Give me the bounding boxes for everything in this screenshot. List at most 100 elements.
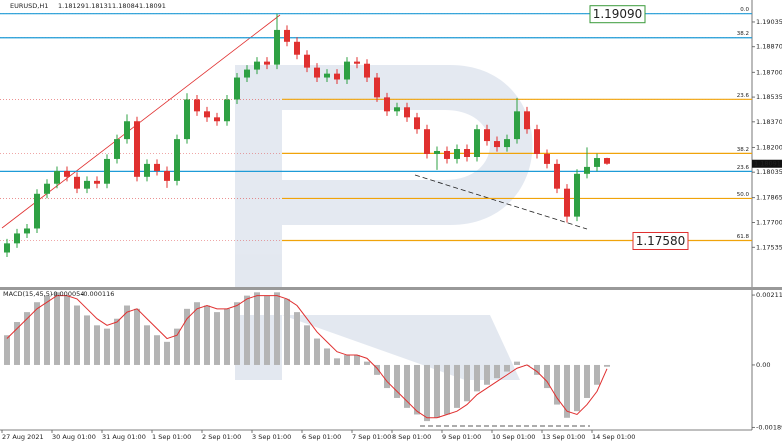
y-tick-label: 1.17535 — [756, 243, 782, 251]
x-tick-label: 6 Sep 01:00 — [302, 433, 341, 441]
candle-body — [234, 77, 240, 100]
candle-body — [274, 29, 280, 65]
ohlc-high: 1.18131 — [85, 2, 112, 10]
candle-body — [434, 150, 440, 154]
macd-bar — [264, 295, 270, 365]
x-tick-label: 14 Sep 01:00 — [592, 433, 635, 441]
macd-bar — [424, 364, 430, 422]
macd-bar — [434, 364, 440, 418]
macd-bar — [334, 358, 340, 365]
y-tick-label: 1.18370 — [756, 118, 782, 126]
macd-bar — [54, 292, 60, 365]
macd-bar — [174, 328, 180, 365]
candle-body — [504, 139, 510, 148]
x-tick-label: 10 Sep 01:00 — [492, 433, 535, 441]
macd-bar — [134, 308, 140, 365]
candle-body — [294, 41, 300, 55]
macd-bar — [594, 364, 600, 385]
candle-body — [144, 163, 150, 177]
macd-bar — [544, 364, 550, 389]
candle-body — [564, 188, 570, 217]
candle-body — [224, 99, 230, 122]
macd-bar — [484, 364, 490, 385]
macd-bar — [154, 335, 160, 365]
candle-body — [494, 141, 500, 148]
candle-body — [374, 77, 380, 98]
target-label: 1.19090 — [593, 7, 643, 21]
candle-body — [364, 63, 370, 78]
price-marker-label: 1.18091 — [754, 160, 781, 168]
x-tick-label: 2 Sep 01:00 — [202, 433, 241, 441]
macd-bar — [384, 364, 390, 389]
target-label: 1.17580 — [636, 234, 686, 248]
macd-bar — [94, 325, 100, 365]
macd-bar — [274, 292, 280, 365]
level-label: 50.0 — [737, 192, 750, 198]
candle-body — [284, 29, 290, 42]
macd-bar — [564, 364, 570, 418]
candle-body — [534, 129, 540, 154]
target-box — [632, 231, 689, 250]
trend-line — [414, 174, 588, 230]
macd-bar — [164, 341, 170, 365]
y-tick-label: -0.00189 — [756, 423, 782, 431]
candle-body — [194, 99, 200, 112]
header: EURUSD,H1 1.18129 1.18131 1.18084 1.1809… — [3, 2, 166, 298]
candle-body — [344, 61, 350, 80]
candle-body — [124, 121, 130, 140]
ohlc-open: 1.18129 — [58, 2, 85, 10]
macd-bar — [304, 325, 310, 365]
macd-bar — [504, 364, 510, 372]
candle-body — [254, 61, 260, 70]
y-tick-label: 0.002117 — [756, 291, 782, 299]
x-tick-label: 1 Sep 01:00 — [152, 433, 191, 441]
macd-bar — [84, 315, 90, 365]
macd-bar — [4, 335, 10, 365]
candle-body — [204, 111, 210, 118]
candle-body — [584, 166, 590, 174]
macd-bar — [534, 364, 540, 375]
macd-bar — [414, 364, 420, 415]
candle-body — [474, 129, 480, 157]
candle-body — [524, 111, 530, 130]
panel-separator — [0, 287, 782, 290]
candle-body — [94, 180, 100, 184]
macd-bar — [184, 308, 190, 365]
macd-bar — [464, 364, 470, 402]
macd-bar — [354, 355, 360, 365]
macd-bar — [234, 302, 240, 365]
candle-body — [384, 97, 390, 112]
macd-bar — [64, 295, 70, 365]
candle-body — [214, 117, 220, 122]
level-label: 38.2 — [737, 147, 749, 153]
candle-body — [34, 193, 40, 229]
macd-bar — [124, 305, 130, 365]
candle-body — [74, 176, 80, 189]
macd-bar — [144, 325, 150, 365]
indicator-signal: -0.000116 — [81, 290, 114, 298]
candle-body — [414, 117, 420, 130]
ohlc-low: 1.18084 — [112, 2, 139, 10]
macd-bar — [24, 312, 30, 365]
macd-signal — [6, 295, 608, 419]
y-tick-label: 1.18200 — [756, 143, 782, 151]
candle-body — [24, 228, 30, 234]
candle-body — [304, 54, 310, 68]
candle-body — [604, 158, 610, 164]
candle-body — [594, 158, 600, 167]
macd-bar — [404, 364, 410, 408]
level-label: 23.6 — [737, 93, 750, 99]
candle-body — [574, 173, 580, 217]
candle-body — [354, 61, 360, 64]
macd-bar — [374, 364, 380, 375]
macd-bar — [104, 328, 110, 365]
candle-body — [4, 243, 10, 253]
macd-bar — [284, 298, 290, 365]
ohlc-close: 1.18091 — [139, 2, 166, 10]
candle-body — [154, 163, 160, 171]
candle-body — [174, 139, 180, 181]
candle-body — [104, 158, 110, 184]
x-tick-label: 27 Aug 2021 — [2, 433, 44, 441]
macd-bar — [394, 364, 400, 398]
